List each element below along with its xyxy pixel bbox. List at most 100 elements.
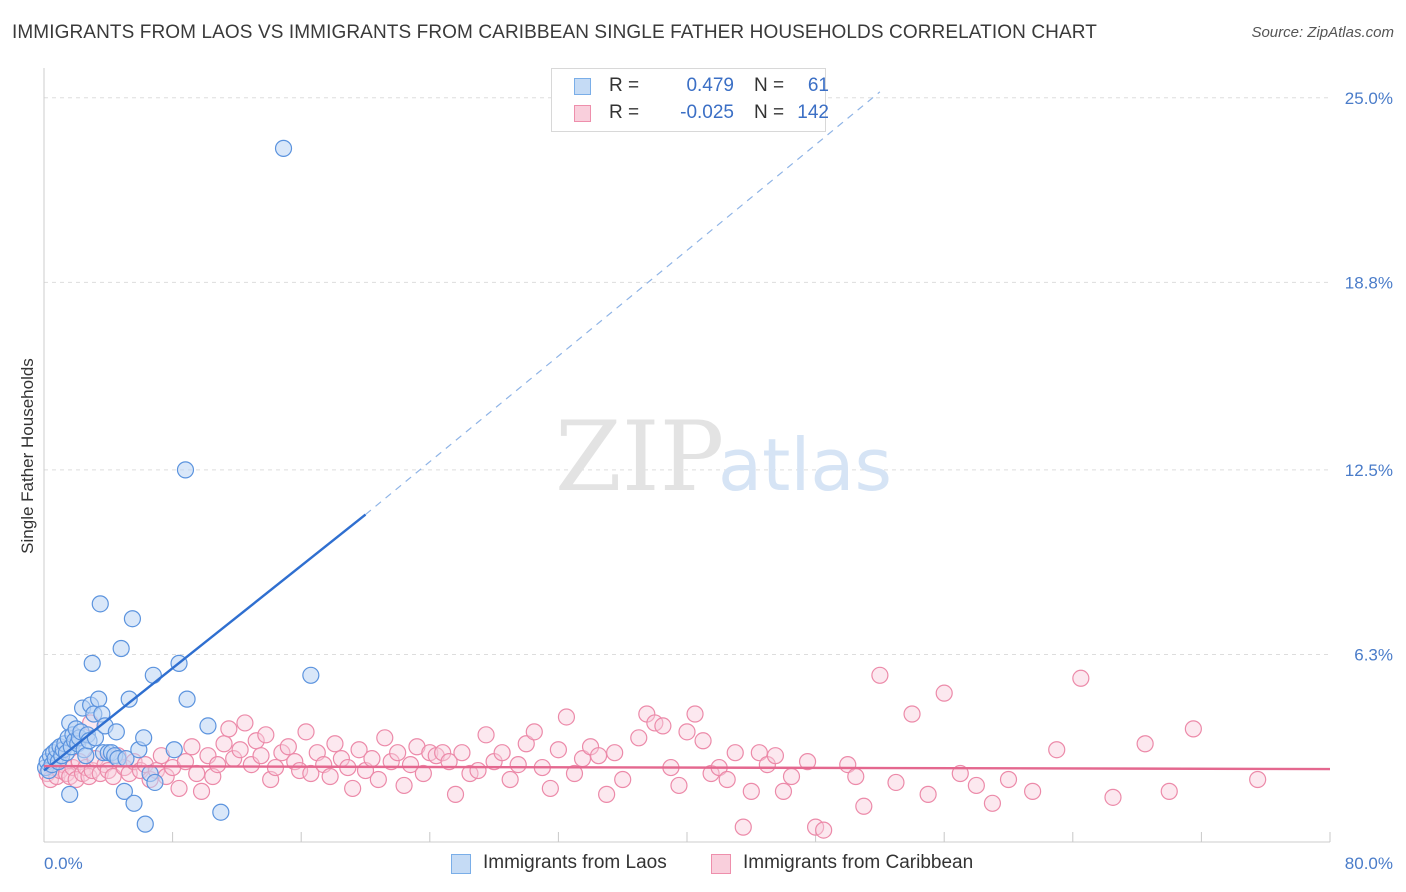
caribbean-point [565, 764, 584, 783]
laos-point [302, 666, 320, 684]
caribbean-point [670, 776, 688, 795]
caribbean-point [967, 776, 985, 795]
caribbean-point [376, 729, 394, 747]
caribbean-point [654, 717, 672, 735]
caribbean-point [350, 741, 368, 759]
watermark-zip: ZIP [555, 401, 724, 513]
legend-n-label: N = [754, 102, 785, 123]
caribbean-point [344, 779, 362, 798]
caribbean-point [453, 744, 471, 762]
laos-point [125, 794, 143, 812]
caribbean-point [798, 753, 817, 771]
caribbean-point [606, 744, 624, 762]
series-label-caribbean: Immigrants from Caribbean [743, 852, 974, 873]
caribbean-point [477, 726, 495, 744]
watermark-atlas: atlas [718, 423, 892, 507]
caribbean-point [446, 785, 465, 803]
correlation-legend: R = 0.479 N = 61 R = -0.025 N = 142 [551, 68, 829, 132]
caribbean-point [1072, 669, 1090, 687]
laos-point [123, 610, 142, 628]
series-swatch-laos [451, 854, 471, 874]
caribbean-point [951, 764, 969, 783]
caribbean-point [401, 755, 420, 774]
caribbean-point [231, 741, 249, 759]
caribbean-point [434, 744, 452, 762]
legend-n-value: 61 [807, 75, 829, 96]
caribbean-point [215, 735, 233, 753]
source-credit: Source: ZipAtlas.com [1251, 24, 1394, 41]
caribbean-point [678, 723, 696, 741]
laos-point [115, 782, 133, 800]
series-laos-points [37, 139, 320, 833]
laos-point [120, 690, 138, 708]
trend-lines [43, 91, 1331, 772]
y-tick-label: 25.0% [1345, 89, 1393, 108]
caribbean-trend-line [43, 764, 1331, 771]
caribbean-point [734, 818, 752, 836]
caribbean-point [389, 744, 407, 762]
x-tick-label-max: 80.0% [1345, 854, 1393, 873]
legend-swatch-caribbean [574, 105, 591, 122]
caribbean-point [549, 741, 568, 759]
y-tick-label: 18.8% [1345, 273, 1393, 292]
caribbean-point [369, 770, 387, 789]
caribbean-point [279, 738, 297, 756]
watermark: ZIP atlas [555, 401, 892, 513]
caribbean-point [1184, 720, 1202, 738]
laos-point [212, 803, 230, 821]
laos-point [83, 654, 101, 672]
caribbean-point [1104, 788, 1122, 806]
legend-r-label: R = [609, 75, 640, 96]
caribbean-point [236, 714, 254, 732]
series-swatch-caribbean [711, 854, 731, 874]
caribbean-point [718, 770, 736, 789]
series-label-laos: Immigrants from Laos [483, 852, 667, 873]
caribbean-point [726, 744, 744, 762]
caribbean-point [589, 747, 608, 765]
caribbean-point [919, 785, 937, 803]
caribbean-point [321, 767, 339, 786]
caribbean-point [686, 705, 704, 723]
caribbean-point [170, 779, 188, 798]
laos-point [90, 690, 108, 708]
caribbean-point [183, 738, 201, 756]
laos-trend-line [43, 513, 367, 772]
caribbean-point [847, 767, 865, 786]
legend-n-value: 142 [797, 102, 829, 123]
chart-title: IMMIGRANTS FROM LAOS VS IMMIGRANTS FROM … [12, 22, 1097, 43]
laos-point [136, 815, 154, 833]
caribbean-point [525, 723, 543, 741]
caribbean-point [766, 747, 785, 765]
caribbean-point [414, 764, 432, 783]
caribbean-point [598, 785, 616, 803]
caribbean-point [382, 753, 400, 771]
y-tick-labels: 6.3% 12.5% 18.8% 25.0% [1345, 89, 1393, 665]
caribbean-point [855, 797, 873, 815]
y-tick-label: 6.3% [1354, 645, 1393, 664]
legend-r-label: R = [609, 102, 640, 123]
series-caribbean-points [38, 666, 1267, 839]
caribbean-point [983, 794, 1002, 812]
laos-point [112, 639, 130, 658]
laos-point [178, 690, 196, 708]
caribbean-point [509, 755, 527, 774]
caribbean-point [67, 770, 85, 789]
laos-point [146, 773, 164, 792]
caribbean-point [440, 753, 458, 771]
legend-r-value: 0.479 [686, 75, 734, 96]
caribbean-point [257, 726, 275, 744]
caribbean-point [541, 779, 559, 798]
caribbean-point [209, 755, 227, 774]
caribbean-point [742, 782, 760, 800]
y-tick-label: 12.5% [1345, 461, 1393, 480]
caribbean-point [326, 735, 344, 753]
caribbean-point [1249, 770, 1267, 789]
caribbean-point [1024, 782, 1042, 800]
caribbean-point [935, 684, 953, 702]
caribbean-point [903, 705, 921, 723]
caribbean-point [104, 767, 122, 786]
caribbean-point [273, 744, 291, 762]
caribbean-point [1160, 782, 1178, 800]
laos-trend-extension [365, 91, 881, 516]
